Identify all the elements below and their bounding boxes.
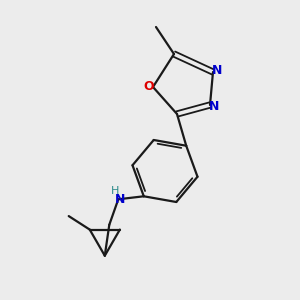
Text: N: N	[115, 193, 125, 206]
Text: N: N	[209, 100, 220, 113]
Text: N: N	[212, 64, 223, 77]
Text: H: H	[111, 186, 119, 196]
Text: O: O	[143, 80, 154, 94]
